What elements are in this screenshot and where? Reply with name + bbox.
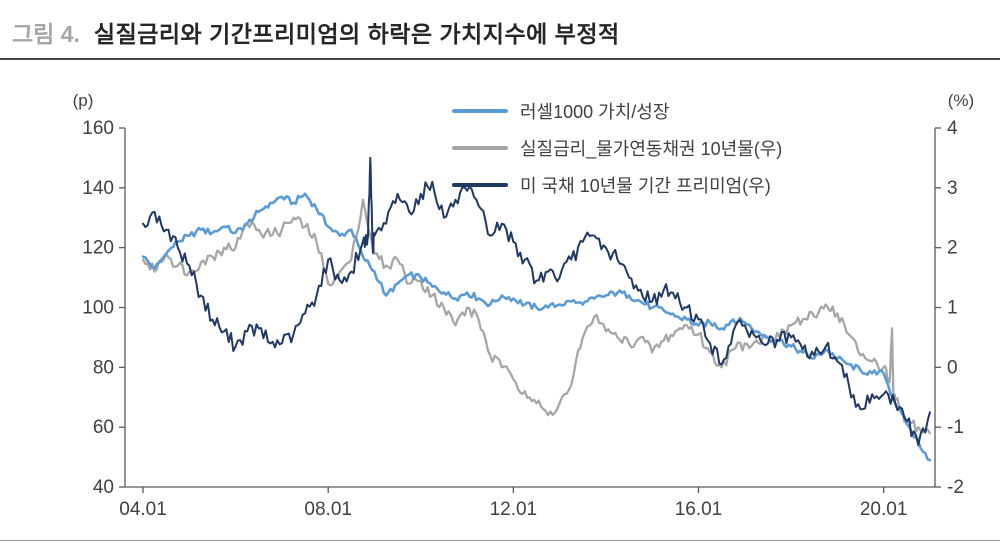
legend-label: 러셀1000 가치/성장 <box>520 102 670 122</box>
y-right-tick-label: 4 <box>947 118 958 139</box>
x-tick-label: 12.01 <box>490 499 538 520</box>
left-axis-unit: (p) <box>73 91 94 110</box>
legend-label: 미 국채 10년물 기간 프리미엄(우) <box>520 176 771 196</box>
legend-swatch <box>452 146 508 150</box>
y-right-tick-label: -1 <box>947 417 964 438</box>
figure-title: 실질금리와 기간프리미엄의 하락은 가치지수에 부정적 <box>93 21 620 47</box>
legend-swatch <box>452 183 508 187</box>
y-left-tick-label: 40 <box>93 477 114 498</box>
x-tick-label: 04.01 <box>119 499 167 520</box>
y-left-tick-label: 160 <box>82 118 114 139</box>
legend-swatch <box>452 109 508 113</box>
legend-label: 실질금리_물가연동채권 10년물(우) <box>520 139 783 159</box>
legend-item-term-premium: 미 국채 10년물 기간 프리미엄(우) <box>452 172 782 198</box>
y-left-tick-label: 100 <box>82 298 114 319</box>
y-right-tick-label: 1 <box>947 298 958 319</box>
y-right-tick-label: 2 <box>947 238 958 259</box>
x-tick-label: 20.01 <box>860 499 908 520</box>
y-left-tick-label: 60 <box>93 417 114 438</box>
chart-area: 160 140 120 100 80 60 40 4 3 2 1 0 -1 -2 04.01 08.01 12.… <box>0 60 1000 534</box>
legend-item-value-growth: 러셀1000 가치/성장 <box>452 98 782 124</box>
legend-item-real-rate: 실질금리_물가연동채권 10년물(우) <box>452 135 782 161</box>
y-left-tick-label: 140 <box>82 178 114 199</box>
chart-legend: 러셀1000 가치/성장 실질금리_물가연동채권 10년물(우) 미 국채 10… <box>452 98 782 198</box>
real-rate-line <box>141 198 932 435</box>
term-premium-line <box>142 156 931 447</box>
x-tick-label: 08.01 <box>304 499 352 520</box>
y-right-tick-label: 3 <box>947 178 958 199</box>
right-axis-unit: (%) <box>948 91 974 110</box>
figure-number: 그림 4. <box>12 21 80 47</box>
line-chart: 160 140 120 100 80 60 40 4 3 2 1 0 -1 -2 04.01 08.01 12.… <box>73 91 975 520</box>
bottom-divider <box>0 540 1000 541</box>
figure-header: 그림 4. 실질금리와 기간프리미엄의 하락은 가치지수에 부정적 <box>0 2 1000 60</box>
x-tick-label: 16.01 <box>675 499 723 520</box>
y-left-tick-label: 80 <box>93 357 114 378</box>
y-right-tick-label: -2 <box>947 477 964 498</box>
y-left-tick-label: 120 <box>82 238 114 259</box>
y-right-tick-label: 0 <box>947 357 958 378</box>
value-growth-line <box>141 192 932 462</box>
